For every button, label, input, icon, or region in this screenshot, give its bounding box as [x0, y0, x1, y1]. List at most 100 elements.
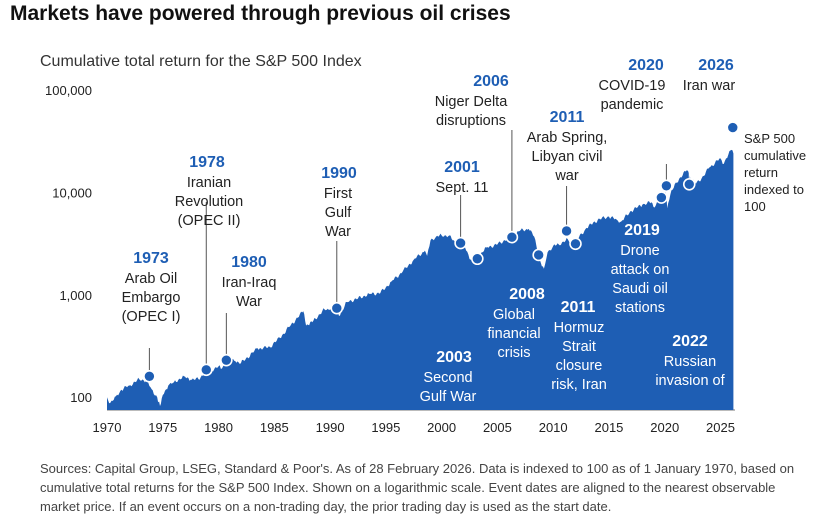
- event-description-line: Iran war: [683, 78, 736, 94]
- event-description-line: COVID-19: [599, 78, 666, 94]
- event-description: Drone attack on Saudi oil stations: [611, 243, 670, 316]
- event-year-label: 2022: [672, 333, 708, 350]
- event-marker: [532, 248, 545, 262]
- chart-subtitle: Cumulative total return for the S&P 500 …: [40, 53, 362, 70]
- event-description-line: financial: [487, 326, 540, 342]
- event-description-line: Revolution: [175, 194, 244, 210]
- event-description-line: crisis: [497, 345, 530, 361]
- event-marker: [505, 230, 519, 244]
- x-axis: 1970 1975 1980 1985 1990 1995 2000 2005 2010 2015…: [93, 409, 735, 435]
- event-description-line: Saudi oil: [612, 281, 668, 297]
- event-description-line: Hormuz: [554, 320, 605, 336]
- event-marker: [655, 191, 668, 204]
- event-labels: 1973 Arab Oil Embargo (OPEC I) 1978 Iranian Re…: [122, 57, 736, 405]
- event-description: First Gulf War: [324, 186, 352, 240]
- event-description: Arab Oil Embargo (OPEC I): [122, 271, 181, 325]
- event-description-line: Sept. 11: [436, 180, 489, 196]
- source-note: Sources: Capital Group, LSEG, Standard &…: [40, 461, 795, 514]
- event-description-line: war: [554, 168, 579, 184]
- event-year-label: 2020: [628, 57, 664, 74]
- event-description-line: Embargo: [122, 290, 181, 306]
- y-tick-label: 1,000: [59, 288, 92, 303]
- event-description: Niger Delta disruptions: [435, 94, 508, 129]
- event-description: Iran war: [683, 78, 736, 94]
- x-tick-label: 1980: [204, 420, 233, 435]
- x-tick-label: 2020: [650, 420, 679, 435]
- event-description: Russian invasion of: [655, 354, 725, 389]
- chart-svg: 100 1,000 10,000 100,000 1970 1975 1980 1985 19…: [45, 57, 806, 435]
- event-description-line: Drone: [620, 243, 660, 259]
- event-year-label: 2003: [436, 349, 472, 366]
- event-year-label: 2026: [698, 57, 734, 74]
- event-description-line: Strait: [562, 339, 596, 355]
- end-annotation-line: S&P 500: [744, 131, 795, 146]
- x-tick-label: 2015: [594, 420, 623, 435]
- y-tick-label: 100,000: [45, 83, 92, 98]
- event-year-label: 2011: [561, 299, 596, 316]
- event-year-label: 2006: [473, 73, 509, 90]
- event-marker: [726, 121, 740, 134]
- x-tick-label: 1995: [371, 420, 400, 435]
- event-marker: [199, 363, 213, 377]
- end-annotation-line: 100: [744, 199, 766, 214]
- event-description-line: Gulf: [325, 205, 353, 221]
- event-marker: [660, 179, 673, 193]
- event-description-line: disruptions: [436, 113, 506, 129]
- event-description-line: First: [324, 186, 352, 202]
- x-tick-label: 2025: [706, 420, 735, 435]
- event-marker: [454, 236, 467, 250]
- event-description-line: Second: [423, 370, 472, 386]
- event-year-label: 2008: [509, 286, 545, 303]
- event-marker: [471, 252, 484, 266]
- event-description: Global financial crisis: [487, 307, 540, 361]
- end-annotation: S&P 500 cumulative return indexed to 100: [744, 131, 806, 214]
- event-year-label: 2011: [550, 109, 585, 126]
- event-description: Second Gulf War: [420, 370, 477, 405]
- event-year-label: 1973: [133, 250, 169, 267]
- x-tick-label: 1985: [260, 420, 289, 435]
- event-marker: [682, 177, 696, 191]
- event-description-line: War: [236, 294, 262, 310]
- end-annotation-line: indexed to: [744, 182, 804, 197]
- x-tick-label: 2005: [483, 420, 512, 435]
- event-description: Iranian Revolution (OPEC II): [175, 175, 244, 229]
- x-tick-label: 1970: [93, 420, 122, 435]
- event-year-label: 1980: [231, 254, 267, 271]
- event-marker: [330, 301, 344, 315]
- event-description-line: Gulf War: [420, 389, 477, 405]
- event-description-line: attack on: [611, 262, 670, 278]
- event-description: Arab Spring, Libyan civil war: [527, 130, 608, 184]
- event-description-line: Russian: [664, 354, 716, 370]
- event-description-line: Arab Spring,: [527, 130, 608, 146]
- event-description-line: closure: [556, 358, 603, 374]
- event-description-line: Niger Delta: [435, 94, 508, 110]
- event-description-line: invasion of: [655, 373, 725, 389]
- x-tick-label: 2000: [427, 420, 456, 435]
- event-description: Sept. 11: [436, 180, 489, 196]
- event-description: COVID-19 pandemic: [599, 78, 666, 113]
- x-tick-label: 1975: [148, 420, 177, 435]
- event-marker: [560, 224, 573, 238]
- y-tick-label: 10,000: [52, 185, 92, 200]
- event-description-line: (OPEC I): [122, 309, 181, 325]
- event-description-line: Iranian: [187, 175, 231, 191]
- event-marker: [569, 237, 582, 251]
- event-description-line: Arab Oil: [125, 271, 177, 287]
- event-year-label: 2001: [444, 159, 480, 176]
- event-description-line: risk, Iran: [551, 377, 607, 393]
- sp500-area-series: [107, 149, 734, 410]
- event-markers: [143, 121, 740, 383]
- event-description: Iran-Iraq War: [222, 275, 277, 310]
- y-axis: 100 1,000 10,000 100,000: [45, 83, 92, 405]
- event-description-line: pandemic: [601, 97, 664, 113]
- event-description-line: War: [325, 224, 351, 240]
- event-description-line: (OPEC II): [178, 213, 241, 229]
- event-description: Hormuz Strait closure risk, Iran: [551, 320, 607, 393]
- x-tick-label: 2010: [539, 420, 568, 435]
- chart-title: Markets have powered through previous oi…: [10, 2, 511, 25]
- event-marker: [143, 370, 156, 383]
- end-annotation-line: cumulative: [744, 148, 806, 163]
- event-year-label: 1990: [321, 165, 357, 182]
- event-year-label: 2019: [624, 222, 660, 239]
- event-description-line: Global: [493, 307, 535, 323]
